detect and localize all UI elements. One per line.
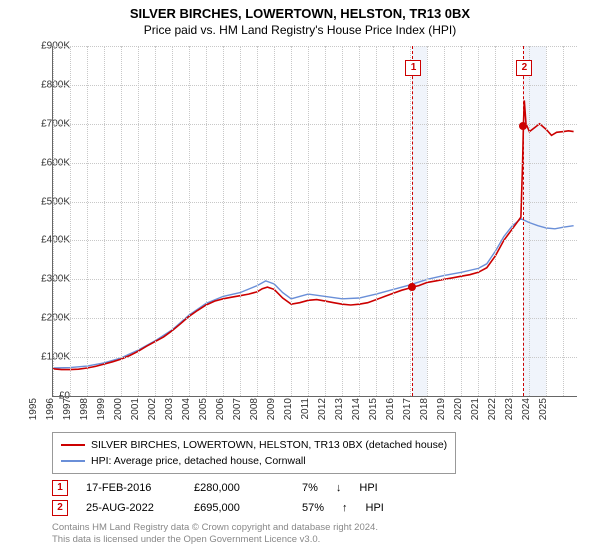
x-tick-label: 2014	[351, 398, 362, 428]
sale-point-icon	[519, 122, 527, 130]
x-tick-label: 1996	[45, 398, 56, 428]
x-tick-label: 1997	[62, 398, 73, 428]
sale-point-icon	[408, 283, 416, 291]
sale-marker-icon: 1	[405, 60, 421, 76]
x-tick-label: 2011	[300, 398, 311, 428]
sale-price: £280,000	[194, 482, 284, 494]
sale-marker-icon: 2	[516, 60, 532, 76]
x-tick-label: 2023	[504, 398, 515, 428]
x-tick-label: 2007	[232, 398, 243, 428]
arrow-up-icon: ↑	[342, 502, 348, 514]
legend-swatch	[61, 444, 85, 446]
legend-box: SILVER BIRCHES, LOWERTOWN, HELSTON, TR13…	[52, 432, 456, 474]
table-row: 2 25-AUG-2022 £695,000 57% ↑ HPI	[52, 498, 384, 518]
x-tick-label: 2010	[283, 398, 294, 428]
x-tick-label: 1998	[79, 398, 90, 428]
row-marker-icon: 1	[52, 480, 68, 496]
x-tick-label: 2004	[181, 398, 192, 428]
x-tick-label: 1995	[28, 398, 39, 428]
footer-line: Contains HM Land Registry data © Crown c…	[52, 522, 378, 534]
legend-label: SILVER BIRCHES, LOWERTOWN, HELSTON, TR13…	[91, 437, 447, 453]
plot-area: 12	[52, 46, 577, 397]
sale-trailer: HPI	[359, 482, 377, 494]
legend-label: HPI: Average price, detached house, Corn…	[91, 453, 306, 469]
x-tick-label: 2012	[317, 398, 328, 428]
x-tick-label: 2005	[198, 398, 209, 428]
sale-date: 25-AUG-2022	[86, 502, 176, 514]
x-tick-label: 2009	[266, 398, 277, 428]
table-row: 1 17-FEB-2016 £280,000 7% ↓ HPI	[52, 478, 384, 498]
x-tick-label: 2000	[113, 398, 124, 428]
x-tick-label: 1999	[96, 398, 107, 428]
x-tick-label: 2002	[147, 398, 158, 428]
sale-pct: 57%	[302, 502, 324, 514]
footer-text: Contains HM Land Registry data © Crown c…	[52, 522, 378, 546]
row-marker-icon: 2	[52, 500, 68, 516]
x-tick-label: 2020	[453, 398, 464, 428]
x-tick-label: 2003	[164, 398, 175, 428]
x-tick-label: 2015	[368, 398, 379, 428]
x-tick-label: 2018	[419, 398, 430, 428]
x-tick-label: 2025	[538, 398, 549, 428]
x-tick-label: 2024	[521, 398, 532, 428]
sale-price: £695,000	[194, 502, 284, 514]
footer-line: This data is licensed under the Open Gov…	[52, 534, 378, 546]
x-tick-label: 2006	[215, 398, 226, 428]
x-tick-label: 2019	[436, 398, 447, 428]
x-tick-label: 2008	[249, 398, 260, 428]
x-tick-label: 2021	[470, 398, 481, 428]
arrow-down-icon: ↓	[336, 482, 342, 494]
x-tick-label: 2016	[385, 398, 396, 428]
chart-title: SILVER BIRCHES, LOWERTOWN, HELSTON, TR13…	[0, 0, 600, 21]
line-svg	[53, 46, 577, 396]
legend-item: SILVER BIRCHES, LOWERTOWN, HELSTON, TR13…	[61, 437, 447, 453]
sale-trailer: HPI	[366, 502, 384, 514]
sale-date: 17-FEB-2016	[86, 482, 176, 494]
x-tick-label: 2013	[334, 398, 345, 428]
sales-table: 1 17-FEB-2016 £280,000 7% ↓ HPI 2 25-AUG…	[52, 478, 384, 518]
legend-swatch	[61, 460, 85, 462]
x-tick-label: 2022	[487, 398, 498, 428]
chart-subtitle: Price paid vs. HM Land Registry's House …	[0, 21, 600, 41]
legend-item: HPI: Average price, detached house, Corn…	[61, 453, 447, 469]
x-tick-label: 2001	[130, 398, 141, 428]
sale-pct: 7%	[302, 482, 318, 494]
x-tick-label: 2017	[402, 398, 413, 428]
chart-container: SILVER BIRCHES, LOWERTOWN, HELSTON, TR13…	[0, 0, 600, 560]
